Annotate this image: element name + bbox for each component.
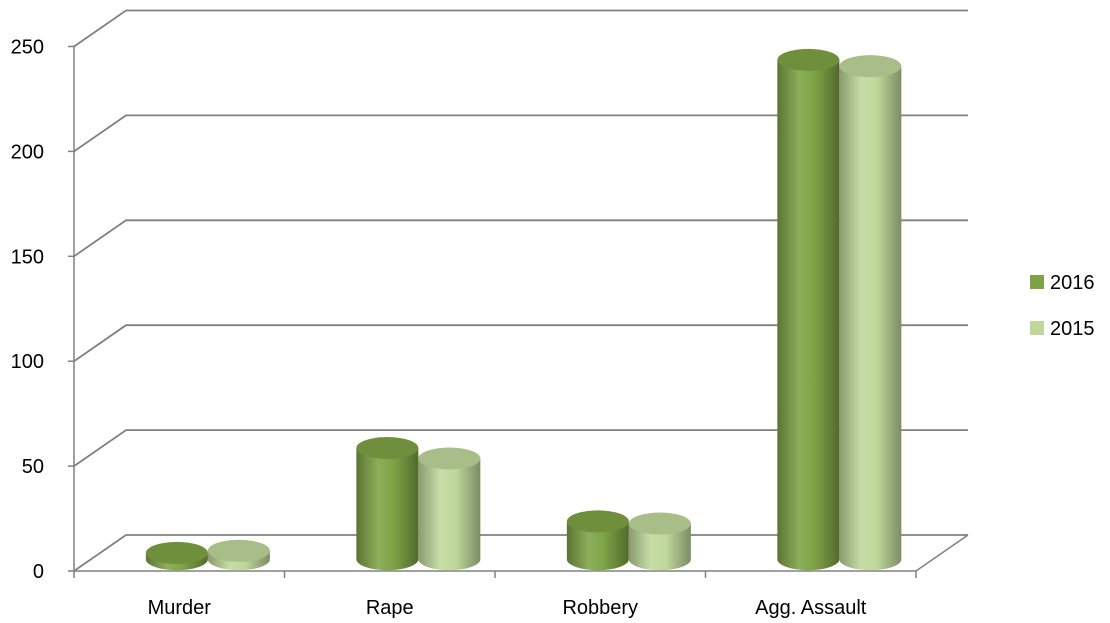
bar-2016-rape bbox=[356, 437, 419, 571]
y-tick-label: 250 bbox=[11, 37, 44, 59]
bar-2016-robbery bbox=[566, 510, 629, 571]
bar-top bbox=[356, 437, 419, 460]
legend-swatch bbox=[1030, 275, 1044, 289]
gridline bbox=[73, 324, 968, 362]
x-axis: Murder Rape Robbery Agg. Assault bbox=[73, 571, 917, 619]
bar-top bbox=[418, 447, 481, 470]
y-axis: 0 50 100 150 200 250 bbox=[11, 37, 74, 583]
gridline bbox=[73, 9, 968, 48]
bar-2015-agg-assault bbox=[839, 55, 902, 571]
bar-top bbox=[566, 510, 629, 533]
bar-2016-murder bbox=[145, 541, 208, 571]
bar-body bbox=[777, 59, 840, 571]
y-tick-label: 200 bbox=[11, 141, 44, 163]
bar-2015-robbery bbox=[628, 512, 691, 571]
gridlines bbox=[73, 9, 968, 572]
bar-top bbox=[145, 541, 208, 564]
bar-top bbox=[777, 48, 840, 71]
bar-body bbox=[839, 66, 902, 571]
bar-body bbox=[356, 448, 419, 571]
category-label: Robbery bbox=[562, 597, 638, 619]
bar-2016-agg-assault bbox=[777, 48, 840, 571]
bar-top bbox=[839, 55, 902, 78]
y-tick-label: 0 bbox=[33, 561, 44, 583]
bar-top bbox=[628, 512, 691, 535]
bar-body bbox=[566, 521, 629, 571]
legend-label: 2015 bbox=[1050, 318, 1095, 340]
bars bbox=[145, 48, 902, 571]
legend-label: 2016 bbox=[1050, 272, 1095, 294]
category-label: Rape bbox=[366, 597, 414, 619]
gridline bbox=[73, 219, 968, 258]
y-tick-label: 150 bbox=[11, 246, 44, 268]
y-tick-label: 50 bbox=[22, 456, 44, 478]
category-label: Agg. Assault bbox=[755, 597, 867, 619]
category-label: Murder bbox=[148, 597, 212, 619]
bar-2015-rape bbox=[418, 447, 481, 571]
gridline bbox=[73, 114, 968, 153]
gridline bbox=[73, 429, 968, 467]
bar-body bbox=[418, 458, 481, 571]
y-tick-label: 100 bbox=[11, 351, 44, 373]
legend: 2016 2015 bbox=[1030, 272, 1095, 340]
bar-top bbox=[207, 539, 270, 562]
legend-swatch bbox=[1030, 321, 1044, 335]
bar-body bbox=[628, 523, 691, 571]
bar-2015-murder bbox=[207, 539, 270, 571]
